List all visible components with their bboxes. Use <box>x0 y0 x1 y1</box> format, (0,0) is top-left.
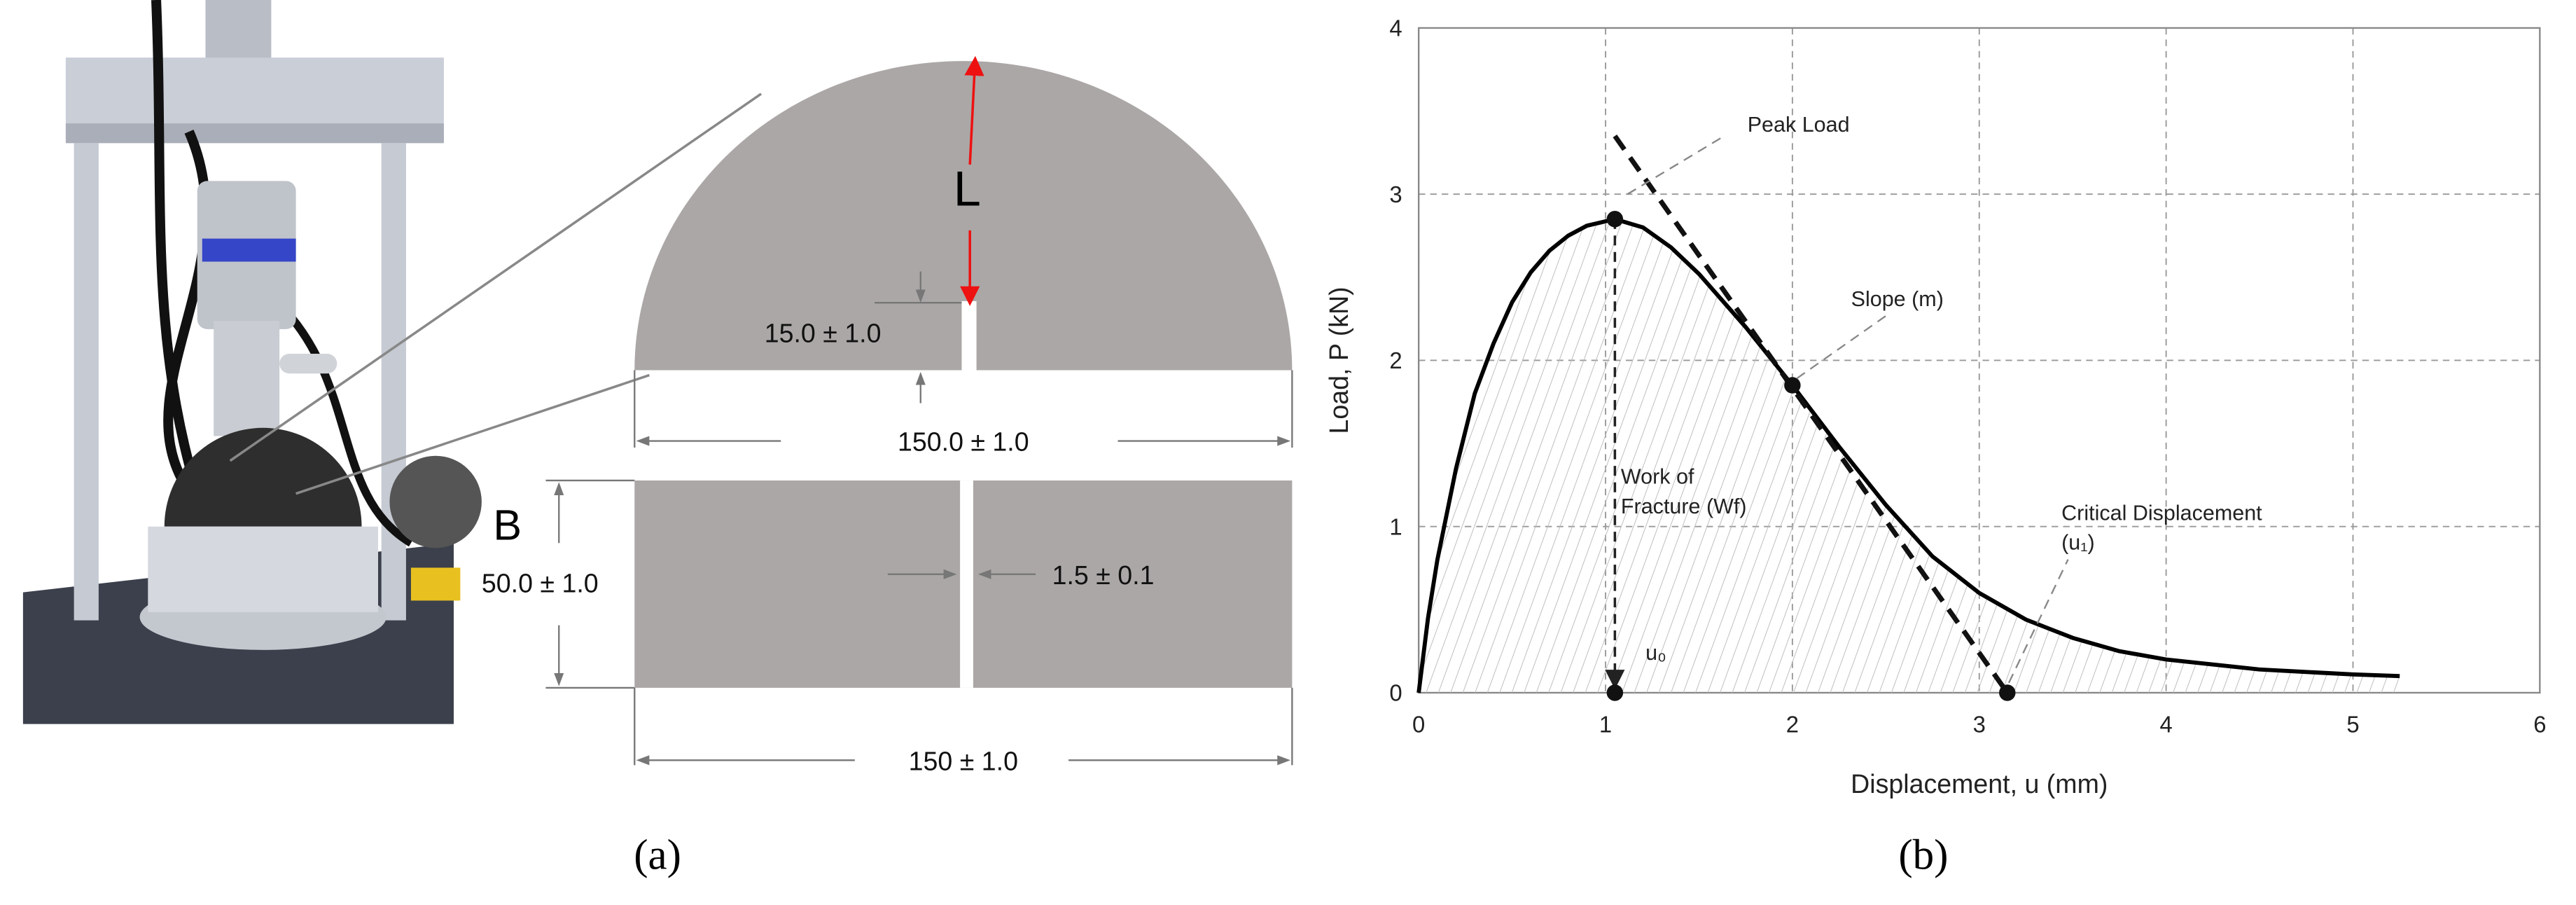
x-tick-label: 4 <box>2159 711 2172 737</box>
dim-label: 15.0 ± 1.0 <box>765 319 882 348</box>
x-axis-label: Displacement, u (mm) <box>1851 769 2108 799</box>
x-tick-label: 1 <box>1599 711 1612 737</box>
dim-label: L <box>954 161 981 216</box>
x-tick-label: 2 <box>1786 711 1799 737</box>
y-tick-label: 4 <box>1389 15 1402 41</box>
dim-label: 50.0 ± 1.0 <box>482 569 599 598</box>
y-tick-label: 3 <box>1389 181 1402 207</box>
point <box>1999 684 2016 701</box>
test-machine <box>22 0 763 724</box>
y-tick-label: 2 <box>1389 347 1402 373</box>
area-fill <box>1419 219 2400 693</box>
point <box>1784 377 1801 394</box>
dim-label: 150.0 ± 1.0 <box>898 427 1029 457</box>
annotation: Peak Load <box>1748 113 1850 137</box>
point <box>1606 211 1624 228</box>
point <box>1606 684 1624 701</box>
leader-line <box>1796 312 1891 380</box>
annotation: Critical Displacement <box>2061 501 2262 525</box>
annotation: Slope (m) <box>1851 287 1944 311</box>
x-tick-label: 5 <box>2346 711 2359 737</box>
x-tick-label: 0 <box>1412 711 1425 737</box>
panel-caption: (b) <box>1898 831 1948 878</box>
x-tick-label: 3 <box>1973 711 1986 737</box>
y-tick-label: 1 <box>1389 513 1402 539</box>
line <box>1416 216 2400 693</box>
dim-label: B <box>493 501 522 548</box>
dim-label: 1.5 ± 0.1 <box>1052 560 1155 590</box>
specimen-drawing: L 15.0 ± 1.0 150.0 ± 1.0 B 50.0 ± 1.0 1.… <box>482 55 1293 878</box>
y-axis-label: Load, P (kN) <box>1324 286 1353 434</box>
annotation: Work of <box>1621 465 1694 489</box>
panel-caption: (a) <box>634 831 681 878</box>
tangent-line <box>1613 134 2010 694</box>
annotation: u₀ <box>1645 641 1666 665</box>
annotation: Fracture (Wf) <box>1621 495 1747 518</box>
annotation: (u₁) <box>2061 531 2095 555</box>
leader-line <box>1627 134 1727 195</box>
y-tick-label: 0 <box>1389 680 1402 706</box>
leader-line <box>2007 559 2069 684</box>
chart: (b) 0 1 2 3 4 5 6 0 1 2 3 4 Displacement, u (mm) Load… <box>1324 15 2546 879</box>
x-tick-label: 6 <box>2533 711 2546 737</box>
dim-label: 150 ± 1.0 <box>909 746 1018 775</box>
